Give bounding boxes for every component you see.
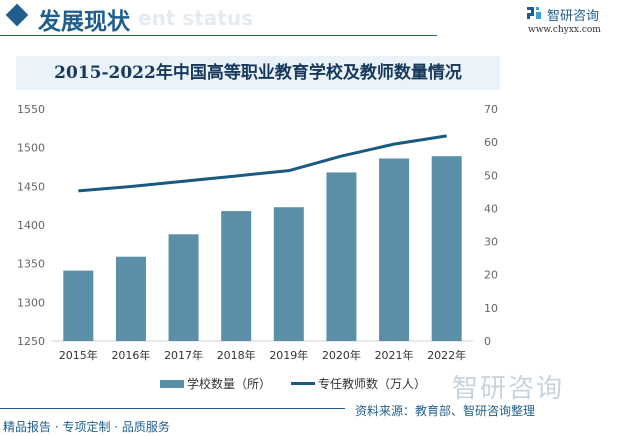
x-tick-label: 2022年 bbox=[427, 348, 466, 362]
bar-schools bbox=[168, 234, 199, 341]
y-right-tick-label: 0 bbox=[484, 335, 491, 348]
y-right-tick-label: 50 bbox=[484, 169, 498, 182]
bar-schools bbox=[115, 256, 146, 341]
x-tick-label: 2016年 bbox=[111, 348, 150, 362]
logo-name: 智研咨询 bbox=[547, 9, 600, 24]
chart-plot: 1250 1300 1350 1400 1450 1500 1550 0 10 20 30 40 50 6… bbox=[17, 103, 498, 362]
y-right-tick-label: 70 bbox=[484, 103, 498, 116]
footer-slogan: 精品报告 · 专项定制 · 品质服务 bbox=[3, 420, 170, 434]
y-right-tick-label: 40 bbox=[484, 202, 498, 215]
line-teachers bbox=[78, 134, 447, 193]
x-tick-label: 2021年 bbox=[375, 348, 414, 362]
y-left-tick-label: 1400 bbox=[17, 219, 45, 232]
bar-schools bbox=[273, 207, 304, 341]
x-tick-label: 2018年 bbox=[217, 348, 256, 362]
chart-title-banner bbox=[16, 56, 500, 90]
legend-label: 专任教师数（万人） bbox=[318, 377, 427, 391]
y-right-tick-label: 30 bbox=[484, 236, 498, 249]
y-left-tick-label: 1450 bbox=[17, 180, 45, 193]
watermark-logo: 智研咨询 bbox=[452, 374, 565, 404]
logo-url: www.chyxx.com bbox=[528, 25, 601, 35]
legend-swatch-line bbox=[291, 382, 316, 385]
x-tick-label: 2020年 bbox=[322, 348, 361, 362]
y-left-tick-label: 1550 bbox=[17, 103, 45, 116]
y-right-tick-label: 20 bbox=[484, 269, 498, 282]
bar-schools bbox=[326, 172, 357, 341]
x-tick-label: 2019年 bbox=[269, 348, 308, 362]
y-right-tick-label: 10 bbox=[484, 302, 498, 315]
logo-icon bbox=[527, 7, 541, 19]
y-left-tick-label: 1300 bbox=[17, 296, 45, 309]
legend-swatch-bar bbox=[160, 379, 184, 388]
chart-title: 2015-2022年中国高等职业教育学校及教师数量情况 bbox=[54, 63, 462, 83]
legend-label: 学校数量（所） bbox=[187, 377, 272, 391]
legend-item-teachers: 专任教师数（万人） bbox=[291, 375, 426, 392]
section-title: 发展现状 bbox=[38, 8, 130, 35]
bar-schools bbox=[63, 270, 94, 341]
y-left-tick-label: 1500 bbox=[17, 142, 45, 155]
header-divider bbox=[0, 35, 437, 36]
source-note: 资料来源：教育部、智研咨询整理 bbox=[355, 404, 536, 418]
x-tick-label: 2015年 bbox=[59, 348, 98, 362]
legend-item-schools: 学校数量（所） bbox=[160, 375, 271, 392]
y-right-tick-label: 60 bbox=[484, 136, 498, 149]
legend: 学校数量（所） 专任教师数（万人） bbox=[160, 375, 426, 392]
diamond-icon bbox=[5, 3, 29, 27]
y-left-tick-label: 1250 bbox=[17, 335, 45, 348]
bar-schools bbox=[221, 211, 252, 341]
bar-schools bbox=[431, 156, 462, 341]
header-ghost-subtitle: ent status bbox=[138, 6, 253, 30]
x-tick-label: 2017年 bbox=[164, 348, 203, 362]
bar-schools bbox=[379, 158, 410, 341]
footer-divider bbox=[0, 408, 345, 409]
y-left-tick-label: 1350 bbox=[17, 258, 45, 271]
